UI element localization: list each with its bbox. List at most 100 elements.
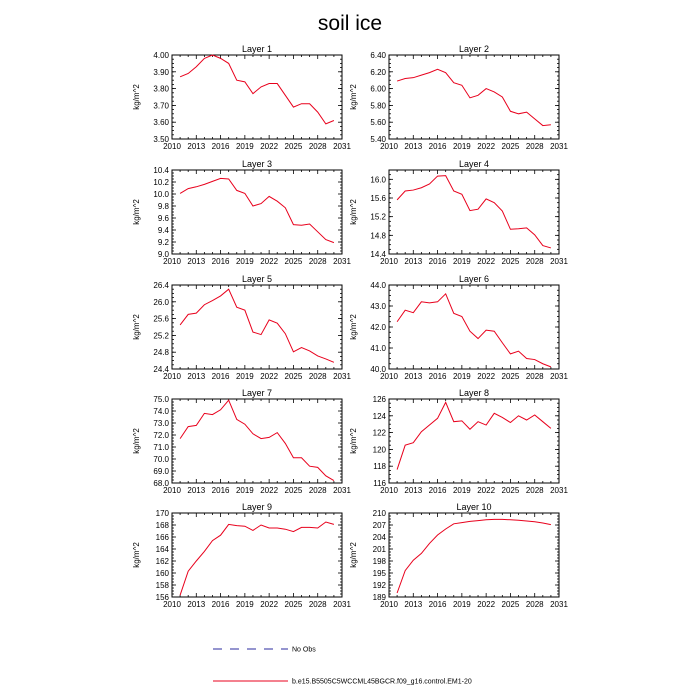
panel-title: Layer 2: [459, 44, 489, 54]
panel-4: Layer 4 kg/m^2 2010 2013 2016 2019 2022 2025 202…: [349, 159, 568, 266]
x-tick-label: 2010: [163, 257, 181, 266]
figure-title: soil ice: [318, 12, 382, 35]
y-tick-label: 201: [373, 545, 387, 554]
y-axis-label: kg/m^2: [132, 84, 141, 110]
x-tick-label: 2016: [212, 142, 230, 151]
y-tick-label: 69.0: [153, 467, 169, 476]
series-line: [396, 518, 551, 594]
panel-10: Layer 10 kg/m^2 2010 2013 2016 2019 2022 2025 20…: [349, 502, 568, 609]
plot-frame: [388, 284, 560, 370]
x-tick-label: 2013: [404, 142, 422, 151]
series-line: [396, 401, 552, 470]
y-tick-label: 3.60: [153, 118, 169, 127]
x-tick-label: 2013: [404, 486, 422, 495]
y-tick-label: 15.2: [370, 213, 386, 222]
x-tick-label: 2019: [453, 257, 471, 266]
y-axis-label: kg/m^2: [349, 542, 358, 568]
y-tick-label: 10.0: [153, 190, 169, 199]
x-tick-label: 2010: [163, 600, 181, 609]
y-tick-label: 3.90: [153, 68, 169, 77]
y-tick-label: 9.6: [158, 214, 170, 223]
panel-title: Layer 8: [459, 388, 489, 398]
x-tick-label: 2028: [526, 372, 544, 381]
series-line: [179, 288, 335, 363]
series-line: [179, 399, 335, 482]
x-tick-label: 2028: [309, 142, 327, 151]
x-tick-label: 2022: [477, 600, 495, 609]
x-tick-label: 2022: [260, 600, 278, 609]
series-line: [396, 175, 552, 249]
y-axis-label: kg/m^2: [349, 314, 358, 340]
y-tick-label: 160: [156, 569, 170, 578]
x-tick-label: 2016: [212, 372, 230, 381]
x-tick-label: 2019: [236, 257, 254, 266]
panels: Layer 1 kg/m^2 2010 2013 2016 2019 2022 2025 202…: [132, 44, 568, 609]
x-tick-label: 2025: [285, 600, 303, 609]
x-tick-label: 2013: [187, 257, 205, 266]
x-tick-label: 2028: [526, 600, 544, 609]
x-tick-label: 2022: [260, 486, 278, 495]
panel-3: Layer 3 kg/m^2 2010 2013 2016 2019 2022 2025 202…: [132, 159, 351, 266]
y-tick-label: 195: [373, 569, 387, 578]
y-tick-label: 40.0: [370, 365, 386, 374]
x-tick-label: 2022: [477, 142, 495, 151]
x-tick-label: 2025: [285, 372, 303, 381]
x-tick-label: 2025: [285, 142, 303, 151]
x-tick-label: 2031: [550, 600, 568, 609]
y-tick-label: 73.0: [153, 419, 169, 428]
x-tick-label: 2028: [309, 372, 327, 381]
x-tick-label: 2031: [333, 486, 351, 495]
x-tick-label: 2010: [380, 142, 398, 151]
x-tick-label: 2010: [380, 486, 398, 495]
y-tick-label: 42.0: [370, 323, 386, 332]
panel-title: Layer 1: [242, 44, 272, 54]
x-tick-label: 2025: [502, 257, 520, 266]
y-tick-label: 9.8: [158, 202, 170, 211]
x-tick-label: 2028: [526, 486, 544, 495]
x-tick-label: 2019: [236, 600, 254, 609]
y-tick-label: 6.40: [370, 51, 386, 60]
y-tick-label: 9.2: [158, 238, 170, 247]
y-tick-label: 24.8: [153, 348, 169, 357]
panel-title: Layer 5: [242, 274, 272, 284]
legend-no-obs-label: No Obs: [292, 647, 316, 654]
y-tick-label: 170: [156, 509, 170, 518]
panel-title: Layer 4: [459, 159, 489, 169]
y-axis-label: kg/m^2: [349, 84, 358, 110]
x-tick-label: 2019: [453, 372, 471, 381]
x-tick-label: 2022: [260, 257, 278, 266]
x-tick-label: 2028: [309, 257, 327, 266]
x-tick-label: 2016: [212, 486, 230, 495]
y-tick-label: 5.40: [370, 135, 386, 144]
x-tick-label: 2025: [502, 372, 520, 381]
y-tick-label: 72.0: [153, 431, 169, 440]
y-tick-label: 9.4: [158, 226, 170, 235]
legend-run-label: b.e15.B5505C5WCCML45BGCR.f09_g16.control…: [292, 679, 472, 686]
x-tick-label: 2031: [550, 372, 568, 381]
x-tick-label: 2016: [212, 257, 230, 266]
y-tick-label: 10.2: [153, 178, 169, 187]
panel-title: Layer 10: [456, 502, 491, 512]
y-tick-label: 189: [373, 593, 387, 602]
x-tick-label: 2031: [550, 142, 568, 151]
y-tick-label: 6.20: [370, 68, 386, 77]
y-tick-label: 116: [373, 479, 386, 488]
x-tick-label: 2028: [309, 600, 327, 609]
x-tick-label: 2013: [404, 257, 422, 266]
y-axis-label: kg/m^2: [132, 542, 141, 568]
y-tick-label: 75.0: [153, 395, 169, 404]
panel-9: Layer 9 kg/m^2 2010 2013 2016 2019 2022 2025 202…: [132, 502, 351, 609]
panel-title: Layer 3: [242, 159, 272, 169]
x-tick-label: 2010: [163, 486, 181, 495]
y-tick-label: 6.00: [370, 85, 386, 94]
x-tick-label: 2010: [380, 257, 398, 266]
y-axis-label: kg/m^2: [132, 314, 141, 340]
y-tick-label: 10.4: [153, 166, 169, 175]
y-tick-label: 9.0: [158, 250, 170, 259]
x-tick-label: 2025: [502, 142, 520, 151]
y-tick-label: 118: [373, 462, 386, 471]
x-tick-label: 2016: [429, 372, 447, 381]
panel-title: Layer 6: [459, 274, 489, 284]
plot-frame: [171, 512, 343, 598]
